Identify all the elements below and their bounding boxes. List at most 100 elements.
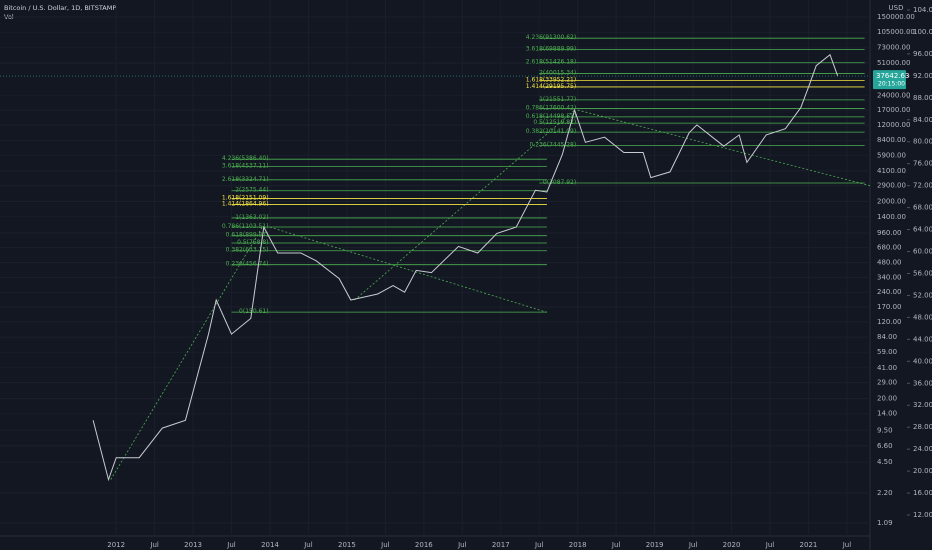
y2-tick-label: 20.00 [913,467,932,475]
price-tag [873,70,906,90]
fib-label: 2.618(3324.71) [222,176,269,183]
x-tick-label: Jul [688,541,698,549]
y-tick-label: 2.20 [877,489,893,497]
y2-tick-label: 80.00 [913,138,932,146]
y-tick-label: 17000.00 [877,106,910,114]
x-tick-label: 2020 [723,541,741,549]
y-tick-label: 150000.00 [877,13,915,21]
y2-tick-label: 28.00 [913,423,932,431]
x-tick-label: Jul [226,541,236,549]
trend-line [577,109,871,187]
x-tick-label: Jul [842,541,852,549]
y2-tick-label: 92.00 [913,72,932,80]
y-tick-label: 680.00 [877,244,902,252]
fib-label: 2(2575.44) [235,187,268,194]
x-tick-label: Jul [303,541,313,549]
y-tick-label: 2900.00 [877,182,906,190]
y-tick-label: 2000.00 [877,198,906,206]
y2-tick-label: 24.00 [913,445,932,453]
y-tick-label: 24000.00 [877,91,910,99]
fib-label: 1.618(33952.21) [526,76,577,83]
x-tick-label: 2021 [800,541,818,549]
fib-label: 0.5(758.8) [237,239,268,246]
fib-label: 3.618(4537.11) [222,163,269,170]
x-tick-label: Jul [380,541,390,549]
y2-tick-label: 68.00 [913,204,932,212]
y-tick-label: 73000.00 [877,44,910,52]
fib-label: 0.5(12519.82) [533,119,576,126]
y2-tick-label: 12.00 [913,511,932,519]
last-price-label: 37642.63 [876,72,909,80]
x-tick-label: Jul [534,541,544,549]
fib-label: 0.618(899.87) [226,232,269,239]
x-tick-label: 2016 [415,541,433,549]
y2-tick-label: 76.00 [913,160,932,168]
y-tick-label: 5900.00 [877,151,906,159]
y2-tick-label: 100.00 [913,28,932,36]
y-tick-label: 480.00 [877,259,902,267]
fib-label: 1(21551.77) [539,96,576,103]
trend-line [269,226,548,313]
y-unit: USD [889,4,904,12]
x-tick-label: 2017 [492,541,510,549]
price-line [92,53,839,482]
y-tick-label: 14.00 [877,410,897,418]
fib-label: 4.236(91300.62) [526,34,577,41]
y-tick-label: 12000.00 [877,121,910,129]
x-tick-label: Jul [149,541,159,549]
y2-tick-label: 96.00 [913,50,932,58]
fib-label: 4.236(5386.40) [222,155,269,162]
fib-label: 2(40015.34) [539,69,576,76]
x-tick-label: Jul [765,541,775,549]
fib-label: 0.618(14498.51) [526,113,577,120]
y2-tick-label: 56.00 [913,269,932,277]
fib-label: 0.236(7445.28) [530,141,577,148]
y2-tick-label: 32.00 [913,401,932,409]
y2-tick-label: 104.00 [913,6,932,14]
x-tick-label: 2019 [646,541,664,549]
y-tick-label: 8400.00 [877,136,906,144]
symbol-title: Bitcoin / U.S. Dollar, 1D, BITSTAMP [4,4,116,12]
fib-label: 1(1363.02) [235,214,268,221]
y2-tick-label: 36.00 [913,379,932,387]
x-tick-label: 2018 [569,541,587,549]
y-tick-label: 240.00 [877,288,902,296]
x-tick-label: Jul [457,541,467,549]
x-tick-label: 2013 [184,541,202,549]
y2-tick-label: 64.00 [913,226,932,234]
fib-label: 1.414(1864.96) [222,201,269,208]
y2-tick-label: 84.00 [913,116,932,124]
y-tick-label: 29.00 [877,379,897,387]
y2-tick-label: 60.00 [913,248,932,256]
fib-label: 0(150.61) [239,308,269,315]
countdown-label: 20:15:00 [878,81,905,88]
trend-line [110,226,263,480]
fib-label: 1.414(29195.75) [526,83,577,90]
y-tick-label: 6.60 [877,442,893,450]
fib-label: 1.618(2151.09) [222,194,269,201]
y-tick-label: 1.09 [877,519,893,527]
fib-label: 0.236(456.74) [226,261,269,268]
y2-tick-label: 88.00 [913,94,932,102]
y-tick-label: 4100.00 [877,167,906,175]
y-tick-label: 59.00 [877,348,897,356]
fib-label: 0.786(1103.51) [222,223,269,230]
y2-tick-label: 40.00 [913,357,932,365]
y-tick-label: 51000.00 [877,59,910,67]
y-tick-label: 105000.00 [877,28,915,36]
y-tick-label: 41.00 [877,364,897,372]
y-tick-label: 4.50 [877,458,893,466]
y-tick-label: 340.00 [877,273,902,281]
y-tick-label: 84.00 [877,333,897,341]
x-tick-label: 2015 [338,541,356,549]
y2-tick-label: 44.00 [913,335,932,343]
y2-tick-label: 16.00 [913,489,932,497]
y2-tick-label: 48.00 [913,313,932,321]
x-tick-label: 2014 [261,541,279,549]
y2-tick-label: 72.00 [913,182,932,190]
fib-label: 0.382(633.15) [226,247,269,254]
fib-label: 3.618(69889.99) [526,46,577,53]
y-tick-label: 960.00 [877,229,902,237]
y-tick-label: 9.50 [877,426,893,434]
